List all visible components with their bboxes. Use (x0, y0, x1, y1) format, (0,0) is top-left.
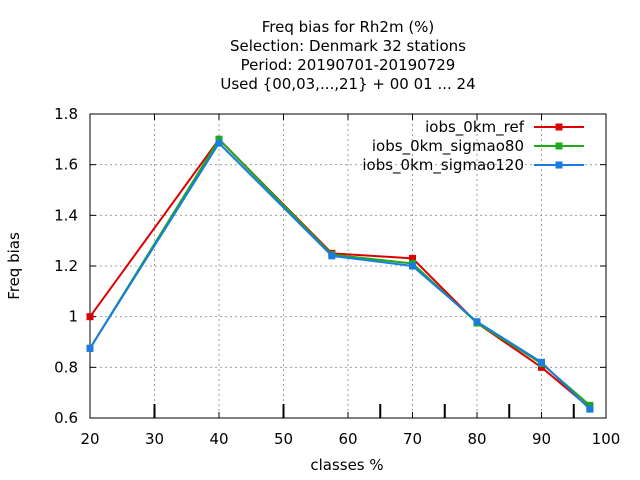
x-tick-label: 70 (403, 430, 422, 448)
series-layer (86, 135, 594, 413)
legend-marker (555, 123, 563, 131)
legend-label: iobs_0km_sigmao80 (372, 137, 524, 156)
x-tick-label: 80 (467, 430, 486, 448)
y-tick-label: 1.4 (54, 206, 78, 224)
data-point (328, 252, 336, 260)
data-point (86, 344, 94, 352)
y-tick-label: 1 (68, 308, 78, 326)
data-point (215, 139, 223, 147)
title-line: Selection: Denmark 32 stations (230, 37, 466, 55)
data-point (409, 262, 416, 270)
y-tick-label: 0.6 (54, 409, 78, 427)
x-tick-label: 100 (592, 430, 621, 448)
title-line: Freq bias for Rh2m (%) (262, 18, 435, 36)
series-line-iobs_0km_sigmao80 (89, 137, 591, 407)
data-point (586, 405, 594, 413)
data-point (538, 358, 545, 366)
legend-marker (555, 142, 563, 150)
data-point (409, 254, 416, 262)
legend: iobs_0km_refiobs_0km_sigmao80iobs_0km_si… (362, 118, 584, 175)
data-point (215, 135, 223, 143)
title-line: Period: 20190701-20190729 (241, 56, 456, 74)
chart-title: Freq bias for Rh2m (%)Selection: Denmark… (220, 18, 475, 93)
data-point (586, 401, 594, 409)
x-tick-label: 40 (209, 430, 228, 448)
y-tick-label: 1.2 (54, 257, 78, 275)
x-tick-label: 90 (532, 430, 551, 448)
x-tick-label: 60 (338, 430, 357, 448)
grid-layer (90, 114, 606, 418)
legend-label: iobs_0km_ref (425, 118, 525, 137)
data-point (538, 363, 545, 371)
y-tick-label: 0.8 (54, 358, 78, 376)
legend-marker (555, 161, 563, 169)
series-line-iobs_0km_sigmao120 (89, 141, 591, 410)
x-tick-label: 20 (80, 430, 99, 448)
x-axis-label: classes % (310, 456, 383, 474)
title-line: Used {00,03,...,21} + 00 01 ... 24 (220, 75, 475, 93)
x-tick-label: 30 (145, 430, 164, 448)
y-tick-label: 1.8 (54, 105, 78, 123)
y-tick-label: 1.6 (54, 156, 78, 174)
y-axis-label: Freq bias (5, 232, 23, 300)
axes-layer: 0.6 0.8 1 1.2 1.4 1.6 1.8 20 30 40 50 60 70 80 90 100 (54, 105, 620, 448)
x-tick-label: 50 (274, 430, 293, 448)
legend-label: iobs_0km_sigmao120 (362, 156, 524, 175)
data-point (86, 313, 94, 321)
data-point (473, 318, 481, 326)
series-line-iobs_0km_ref (89, 137, 591, 409)
